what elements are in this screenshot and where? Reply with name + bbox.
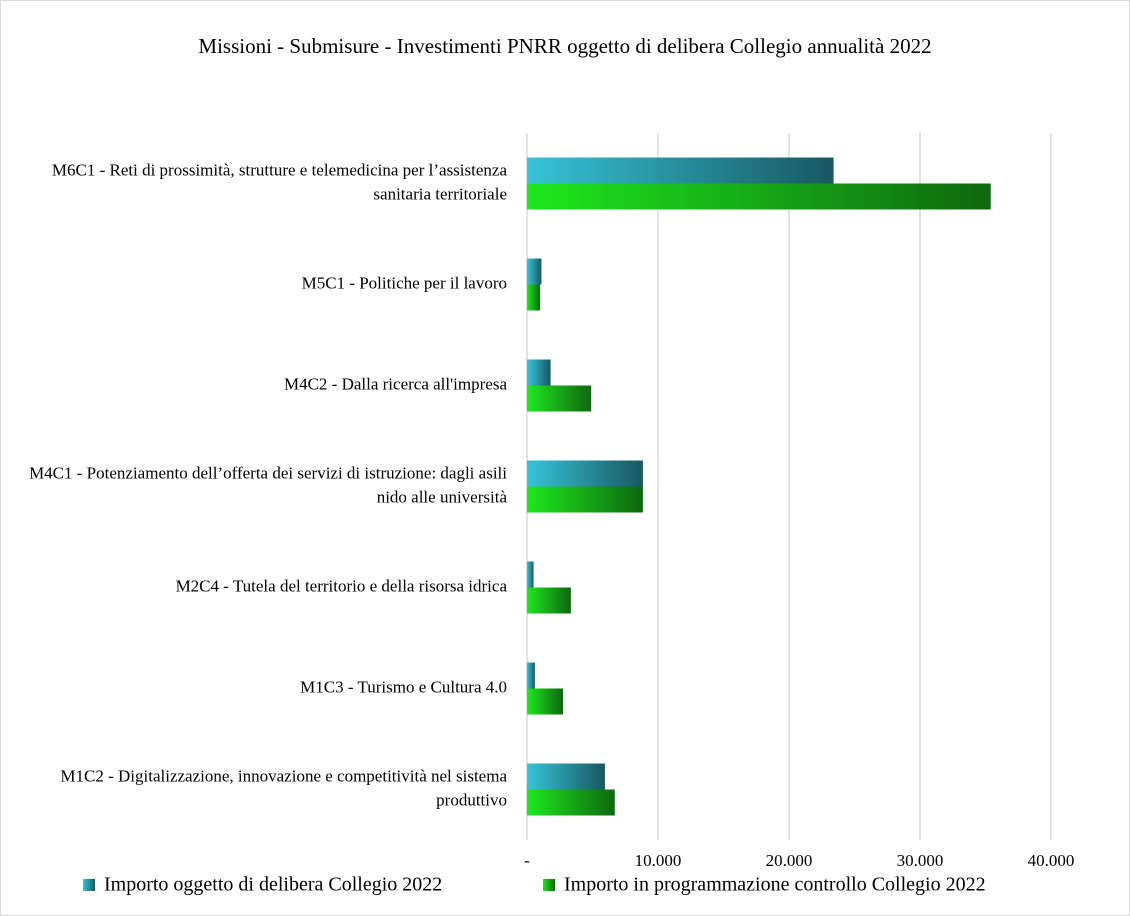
bar	[527, 662, 535, 689]
y-tick-label: M6C1 - Reti di prossimità, strutture e t…	[52, 160, 508, 203]
bar	[527, 385, 592, 412]
x-tick-label: 40.000	[1028, 851, 1075, 870]
bar	[527, 284, 541, 311]
bar	[527, 486, 643, 513]
y-tick-label: M1C3 - Turismo e Cultura 4.0	[300, 677, 507, 696]
x-tick-label: 20.000	[766, 851, 813, 870]
x-tick-label: -	[524, 851, 530, 870]
y-tick-label: M2C4 - Tutela del territorio e della ris…	[176, 576, 508, 595]
y-tick-label: M5C1 - Politiche per il lavoro	[302, 273, 507, 292]
y-tick-label: M4C2 - Dalla ricerca all'impresa	[284, 374, 507, 393]
bar	[527, 258, 542, 285]
bar	[527, 688, 564, 715]
bar	[527, 763, 605, 790]
bar	[527, 587, 571, 614]
bar	[527, 561, 534, 588]
bar	[527, 183, 991, 210]
bar	[527, 157, 834, 184]
y-tick-label: M1C2 - Digitalizzazione, innovazione e c…	[60, 766, 507, 809]
legend-swatch	[83, 879, 95, 891]
legend-swatch	[543, 879, 555, 891]
bar	[527, 789, 615, 816]
chart-title: Missioni - Submisure - Investimenti PNRR…	[198, 34, 931, 58]
legend-label: Importo in programmazione controllo Coll…	[564, 874, 986, 896]
bar	[527, 359, 551, 386]
legend-label: Importo oggetto di delibera Collegio 202…	[104, 874, 442, 896]
bar	[527, 460, 643, 487]
x-tick-label: 10.000	[635, 851, 682, 870]
y-tick-label: M4C1 - Potenziamento dell’offerta dei se…	[29, 463, 507, 506]
x-tick-label: 30.000	[897, 851, 944, 870]
